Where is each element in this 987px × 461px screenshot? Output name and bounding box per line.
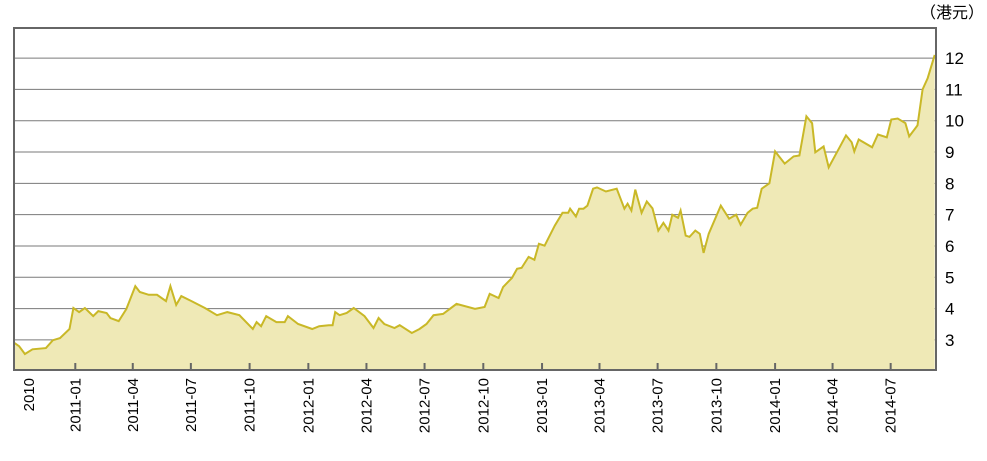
x-tick-label: 2014-04 xyxy=(825,378,842,433)
y-axis: 3 4 5 6 7 8 9 10 11 12 xyxy=(945,49,964,350)
x-tick-label: 2011-10 xyxy=(242,378,259,432)
x-tick-label: 2013-04 xyxy=(592,378,609,433)
y-tick-label: 9 xyxy=(945,143,954,162)
x-tick-label: 2013-10 xyxy=(708,378,725,433)
y-tick-label: 3 xyxy=(945,331,954,350)
x-tick-label: 2014-01 xyxy=(767,378,784,433)
x-tick-label: 2013-07 xyxy=(650,378,667,433)
x-tick-label: 2010 xyxy=(21,378,38,411)
x-tick-label: 2011-01 xyxy=(67,378,84,432)
x-tick-label: 2012-01 xyxy=(300,378,317,433)
x-tick-label: 2012-10 xyxy=(475,378,492,433)
y-tick-label: 10 xyxy=(945,112,964,131)
y-tick-label: 11 xyxy=(945,80,963,99)
price-area-fill xyxy=(14,54,935,371)
price-line xyxy=(14,54,936,356)
x-tick-label: 2014-07 xyxy=(883,378,900,433)
y-tick-label: 12 xyxy=(945,49,964,68)
x-tick-label: 2011-07 xyxy=(183,378,200,432)
y-tick-label: 8 xyxy=(945,174,954,193)
x-tick-label: 2011-04 xyxy=(125,378,142,432)
plot-frame xyxy=(13,27,937,371)
y-tick-label: 7 xyxy=(945,206,954,225)
y-tick-label: 6 xyxy=(945,237,954,256)
y-tick-label: 4 xyxy=(945,300,954,319)
unit-label: （港元） xyxy=(920,4,984,22)
x-tick-label: 2012-07 xyxy=(417,378,434,433)
x-tick-label: 2012-04 xyxy=(358,378,375,433)
y-tick-label: 5 xyxy=(945,268,954,287)
x-axis: 2010 2011-01 2011-04 2011-07 2011-10 2012-01 2… xyxy=(21,363,900,433)
x-tick-label: 2013-01 xyxy=(534,378,551,433)
